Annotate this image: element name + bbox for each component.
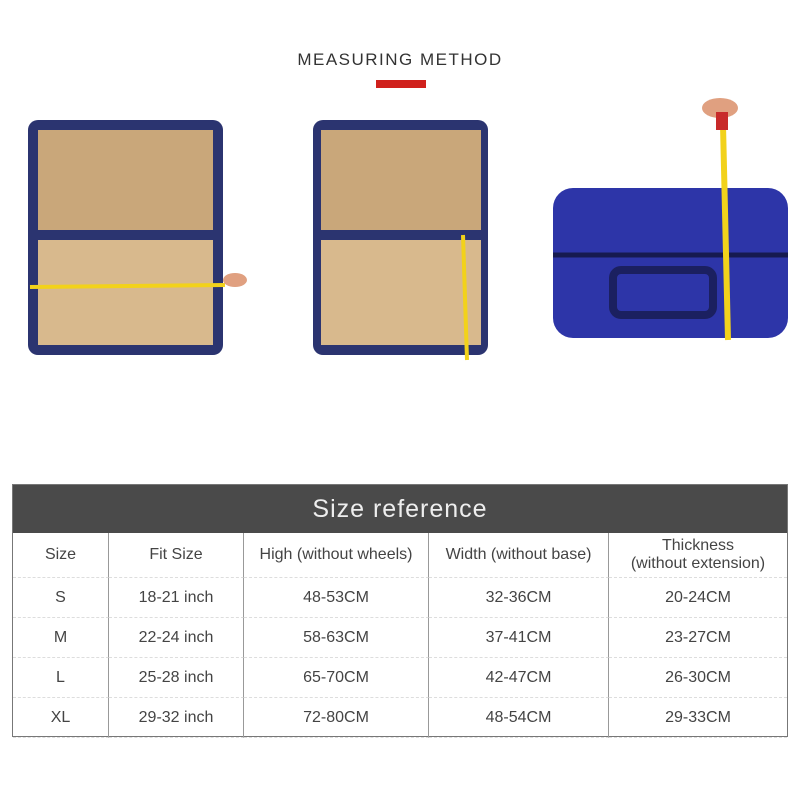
table-cell: 65-70CM <box>244 658 429 698</box>
table-cell: 48-54CM <box>429 698 609 738</box>
column-header: High (without wheels) <box>244 533 429 578</box>
table-cell: 48-53CM <box>244 578 429 618</box>
measuring-method-heading: MEASURING METHOD <box>297 50 503 69</box>
table-cell: 18-21 inch <box>109 578 244 618</box>
table-cell: 42-47CM <box>429 658 609 698</box>
column-header: Size <box>13 533 109 578</box>
column-header: Width (without base) <box>429 533 609 578</box>
table-cell: 37-41CM <box>429 618 609 658</box>
table-cell: S <box>13 578 109 618</box>
table-cell: 22-24 inch <box>109 618 244 658</box>
table-grid: Size Fit Size High (without wheels) Width (… <box>13 533 787 738</box>
column-header: Thickness (without extension) <box>609 533 787 578</box>
column-header: Fit Size <box>109 533 244 578</box>
table-cell: M <box>13 618 109 658</box>
table-cell: 72-80CM <box>244 698 429 738</box>
suitcase-height-measure-photo <box>313 120 488 361</box>
suitcase-thickness-measure-photo <box>553 98 788 341</box>
table-cell: L <box>13 658 109 698</box>
table-cell: 23-27CM <box>609 618 787 658</box>
table-cell: 20-24CM <box>609 578 787 618</box>
table-title: Size reference <box>13 485 787 533</box>
table-cell: 26-30CM <box>609 658 787 698</box>
size-reference-table: Size reference Size Fit Size High (without… <box>12 484 788 738</box>
table-cell: XL <box>13 698 109 738</box>
table-cell: 29-33CM <box>609 698 787 738</box>
table-cell: 29-32 inch <box>109 698 244 738</box>
heading-underline <box>376 80 426 88</box>
suitcase-width-measure-photo <box>28 120 247 355</box>
table-cell: 32-36CM <box>429 578 609 618</box>
table-cell: 58-63CM <box>244 618 429 658</box>
table-cell: 25-28 inch <box>109 658 244 698</box>
